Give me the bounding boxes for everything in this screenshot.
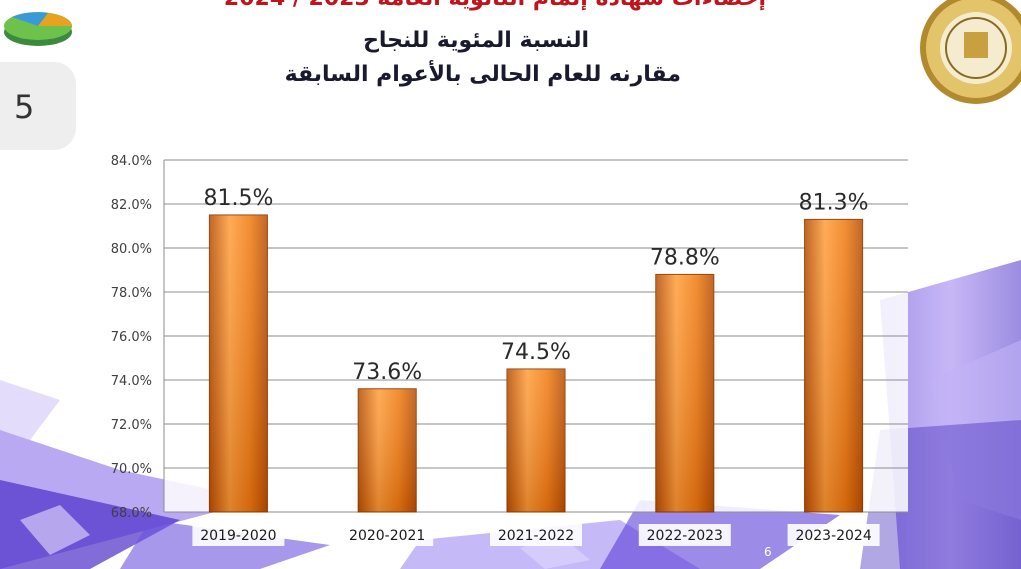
chart-subtitle-line1: النسبة المئوية للنجاح [363, 28, 589, 53]
ministry-seal-logo [920, 0, 1021, 104]
bar-2022-2023 [655, 273, 715, 513]
y-tick-label: 70.0% [111, 462, 152, 477]
x-tick-label: 2020-2021 [349, 528, 425, 544]
x-tick-bg [341, 524, 434, 546]
y-tick-label: 78.0% [111, 286, 152, 301]
x-tick-bg [787, 524, 880, 546]
y-tick-label: 82.0% [111, 198, 152, 213]
x-tick-label: 2022-2023 [647, 528, 723, 544]
x-tick-label: 2021-2022 [498, 528, 574, 544]
bar-shade [804, 219, 863, 512]
bar-2020-2021 [357, 388, 417, 513]
x-tick-label: 2019-2020 [200, 528, 276, 544]
x-tick-label: 2023-2024 [795, 528, 871, 544]
pie-chart-icon [4, 12, 72, 46]
data-label: 74.5% [501, 340, 571, 365]
header-banner: إحصاءات شهادة إتمام الثانوية العامة 2023… [175, 0, 815, 12]
bar-shade [209, 215, 268, 512]
data-label: 81.3% [799, 190, 869, 215]
bar-shade [507, 369, 565, 512]
x-tick-bg [490, 524, 582, 546]
bar-2023-2024 [804, 218, 864, 513]
bar-shade [358, 388, 417, 512]
data-label: 78.8% [650, 245, 720, 270]
y-tick-label: 72.0% [111, 418, 152, 433]
page-number: 5 [14, 88, 35, 126]
footer-page-number: 6 [764, 545, 772, 559]
page-badge [0, 62, 76, 150]
chart-subtitle-line2: مقارنه للعام الحالى بالأعوام السابقة [284, 62, 681, 87]
x-tick-bg [638, 524, 731, 546]
x-tick-bg [192, 524, 285, 546]
y-tick-label: 68.0% [111, 506, 152, 521]
data-label: 73.6% [352, 360, 422, 385]
bar-shade [655, 274, 714, 512]
y-tick-label: 84.0% [111, 154, 152, 169]
y-tick-label: 80.0% [111, 242, 152, 257]
bar-2021-2022 [506, 368, 566, 513]
data-label: 81.5% [203, 186, 273, 211]
y-tick-label: 74.0% [111, 374, 152, 389]
bar-2019-2020 [208, 214, 268, 513]
y-tick-label: 76.0% [111, 330, 152, 345]
